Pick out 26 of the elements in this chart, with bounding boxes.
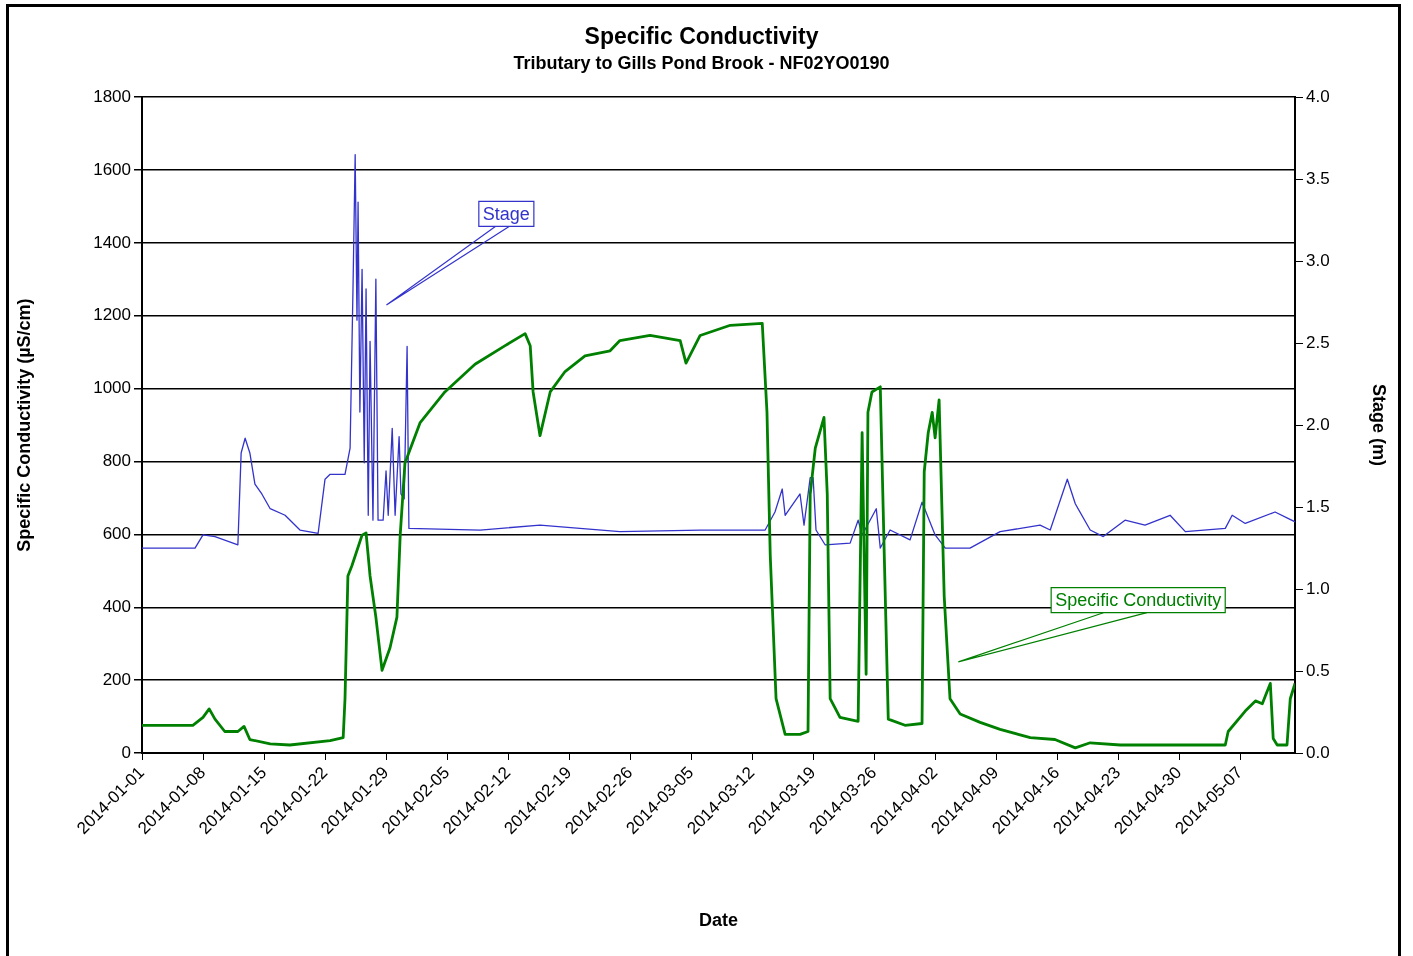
y2-tick-label: 3.5 <box>1306 168 1330 188</box>
y-tick-label: 600 <box>102 524 131 544</box>
y-tick-label: 1000 <box>93 378 131 398</box>
y-tick-label: 1400 <box>93 232 131 252</box>
x-axis-title: Date <box>698 910 739 931</box>
y-tick-label: 1600 <box>93 159 131 179</box>
text: Stage <box>482 203 530 224</box>
y-tick-label: 800 <box>102 451 131 471</box>
y-tick-label: 400 <box>102 596 131 616</box>
y-tick-label: 0 <box>121 742 131 762</box>
y2-tick-label: 0.5 <box>1306 660 1330 680</box>
y2-tick-label: 1.5 <box>1306 496 1330 516</box>
y2-tick-label: 2.5 <box>1306 332 1330 352</box>
y2-tick-label: 4.0 <box>1306 86 1330 106</box>
y-axis-title: Specific Conductivity (µS/cm) <box>13 298 34 552</box>
y2-tick-label: 0.0 <box>1306 742 1330 762</box>
y2-tick-label: 2.0 <box>1306 414 1330 434</box>
y2-tick-label: 1.0 <box>1306 578 1330 598</box>
y-tick-label: 1800 <box>93 86 131 106</box>
y2-axis-title: Stage (m) <box>1369 384 1390 467</box>
y2-tick-label: 3.0 <box>1306 250 1330 270</box>
text: Specific Conductivity <box>1055 590 1222 611</box>
chart-title: Specific Conductivity <box>584 23 819 50</box>
y-tick-label: 1200 <box>93 305 131 325</box>
chart-subtitle: Tributary to Gills Pond Brook - NF02YO0190 <box>513 53 890 74</box>
y-tick-label: 200 <box>102 669 131 689</box>
